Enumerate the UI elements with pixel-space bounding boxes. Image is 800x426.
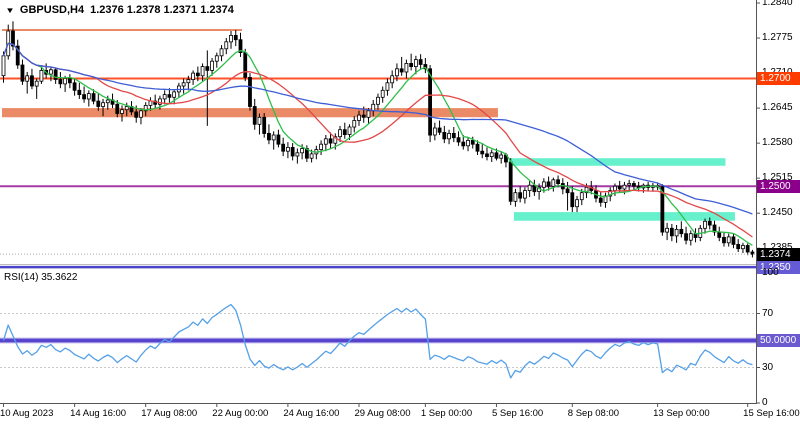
rsi-axis-label: 100 <box>762 267 779 278</box>
time-axis-label: 24 Aug 16:00 <box>283 408 340 419</box>
price-badge-1.2500: 1.2500 <box>757 179 800 193</box>
indicator-value: 35.3622 <box>41 272 78 283</box>
time-axis-label: 5 Sep 16:00 <box>491 408 544 419</box>
price-axis-label: 1.2450 <box>762 207 793 219</box>
indicator-name: RSI(14) <box>4 272 39 283</box>
rsi-axis-label: 0 <box>762 397 768 408</box>
rsi-badge-50: 50.0000 <box>757 334 800 347</box>
time-axis-label: 17 Aug 08:00 <box>141 408 198 419</box>
time-axis-label: 1 Sep 00:00 <box>420 408 473 419</box>
price-axis-label: 1.2580 <box>762 137 793 149</box>
rsi-axis-label: 30 <box>762 361 774 373</box>
time-axis-label: 22 Aug 00:00 <box>212 408 269 419</box>
price-axis-label: 1.2645 <box>762 102 793 114</box>
rsi-line <box>2 303 753 379</box>
price-axis-label: 1.2515 <box>762 172 793 184</box>
price-zone-0 <box>2 108 498 118</box>
chart-header: ▼ GBPUSD,H4 1.2376 1.2378 1.2371 1.2374 <box>5 4 234 16</box>
ma-line-40 <box>2 42 753 215</box>
ma-line-20 <box>2 42 753 238</box>
symbol-timeframe-label: GBPUSD,H4 <box>19 4 85 16</box>
time-axis-label: 13 Sep 00:00 <box>653 408 710 419</box>
price-zone-2 <box>513 212 735 221</box>
rsi-axis-label: 70 <box>762 307 774 319</box>
time-axis-label: 29 Aug 08:00 <box>354 408 411 419</box>
price-zone-1 <box>509 158 726 166</box>
candlesticks <box>1 21 755 258</box>
chart-dropdown-icon[interactable]: ▼ <box>5 5 15 15</box>
price-badge-1.2700: 1.2700 <box>757 71 800 85</box>
time-axis-label: 14 Aug 16:00 <box>70 408 127 419</box>
price-axis-label: 1.2775 <box>762 32 793 44</box>
ohlc-quote-label: 1.2376 1.2378 1.2371 1.2374 <box>90 4 234 16</box>
price-badge-1.2350: 1.2350 <box>757 260 800 274</box>
indicator-label: RSI(14) 35.3622 <box>4 272 77 283</box>
ma-line-8 <box>2 42 753 246</box>
price-badge-1.2374: 1.2374 <box>757 247 800 261</box>
price-axis-label: 1.2840 <box>762 0 793 9</box>
time-axis-label: 8 Sep 08:00 <box>567 408 620 419</box>
time-axis-label: 15 Sep 16:00 <box>743 408 800 419</box>
time-axis-label: 10 Aug 2023 <box>0 408 54 419</box>
price-axis: 1.28401.27751.27101.26451.25801.25151.24… <box>757 0 800 426</box>
